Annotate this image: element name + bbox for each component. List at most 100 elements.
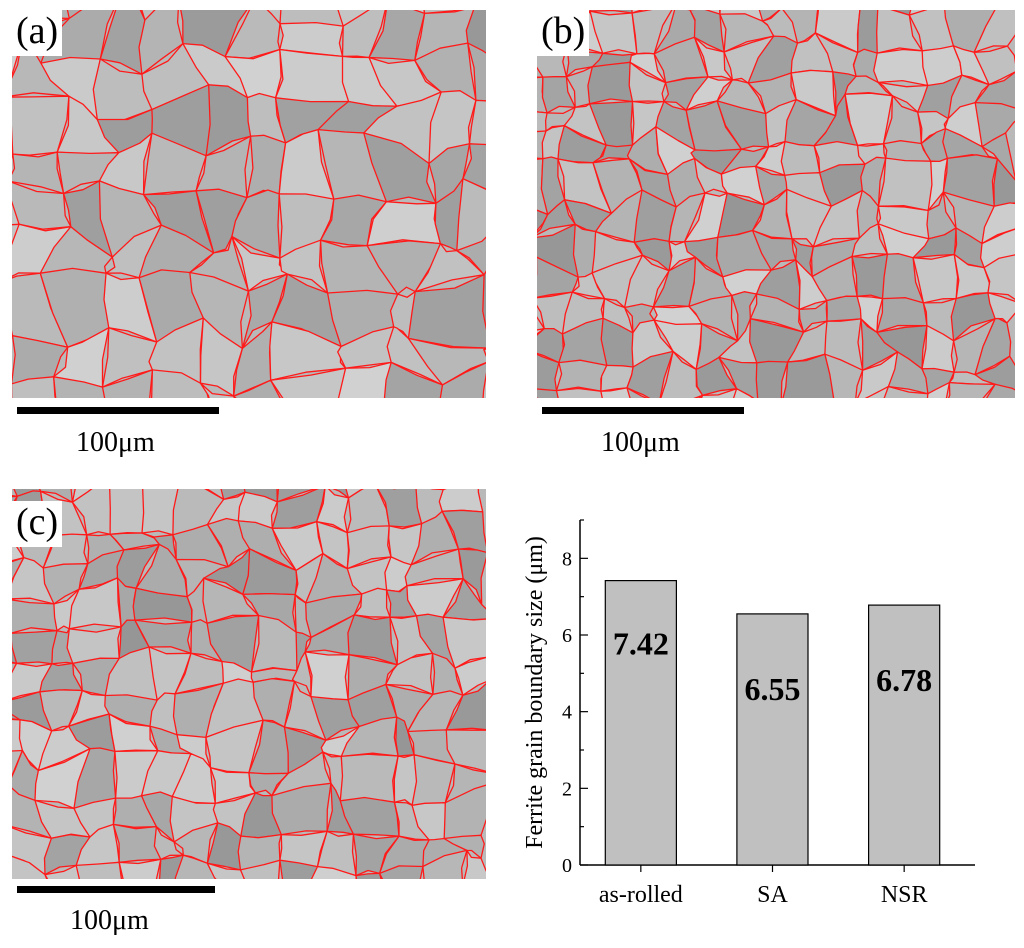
grain	[12, 749, 24, 778]
grain	[118, 858, 162, 879]
bar-NSR	[868, 604, 941, 866]
grain	[732, 388, 755, 398]
grain	[276, 489, 317, 503]
grain	[310, 865, 357, 879]
data-label: 6.55	[745, 671, 801, 707]
grain	[337, 361, 392, 398]
panel-label-b: (b)	[537, 10, 590, 56]
grain	[824, 353, 864, 398]
grain	[462, 143, 486, 190]
grain	[378, 865, 424, 879]
grain	[537, 209, 549, 232]
grain	[12, 855, 48, 879]
grain	[983, 254, 1015, 301]
grain	[463, 849, 486, 879]
bar-as-rolled	[604, 579, 678, 866]
micrograph-a: (a)	[12, 10, 486, 398]
grain-size-bar-chart: 0 2 4 6 8 Ferrite grain boundary size (μm) as-…	[522, 519, 975, 908]
grain	[442, 578, 486, 621]
grain	[993, 158, 1015, 207]
scale-bar-a	[17, 407, 219, 414]
grain	[482, 270, 486, 331]
grain	[537, 388, 561, 398]
grain	[465, 10, 486, 60]
grain	[407, 337, 486, 386]
grain	[383, 361, 444, 398]
grain	[151, 369, 209, 398]
grain	[985, 383, 1015, 398]
grain	[926, 381, 951, 398]
grain	[12, 376, 57, 398]
grain	[12, 630, 59, 665]
grain	[109, 489, 148, 535]
grain-cells	[537, 10, 1015, 398]
data-label: 7.42	[613, 626, 669, 662]
grain	[422, 849, 468, 879]
grain	[439, 362, 486, 398]
grain	[758, 10, 781, 22]
y-tick-label: 2	[562, 778, 572, 800]
grain	[755, 360, 789, 398]
grain	[75, 861, 123, 879]
y-tick-label: 4	[562, 702, 572, 724]
x-tick-label: SA	[757, 882, 788, 908]
grain	[718, 356, 759, 398]
grain	[873, 48, 929, 87]
grain	[555, 387, 604, 398]
grain	[233, 379, 281, 398]
grain	[441, 509, 486, 553]
grain	[981, 132, 1015, 181]
grain-cells	[12, 10, 486, 398]
grain	[626, 350, 674, 398]
bar-SA	[736, 613, 809, 866]
grain	[782, 353, 835, 398]
grain	[587, 61, 636, 105]
grain-cells	[12, 489, 486, 879]
grain	[973, 45, 1015, 86]
grain	[826, 295, 864, 322]
grain	[239, 859, 281, 879]
x-tick-label: NSR	[881, 882, 928, 908]
grain	[468, 99, 486, 147]
grain	[626, 387, 648, 398]
micrograph-c: (c)	[12, 489, 486, 879]
grain	[456, 178, 486, 252]
grain	[981, 202, 1015, 245]
y-tick-label: 0	[562, 855, 572, 877]
scale-label-b: 100μm	[601, 427, 680, 458]
grain	[974, 71, 1015, 111]
grain	[877, 157, 934, 212]
grain	[101, 369, 154, 398]
grain	[279, 859, 319, 879]
y-tick-label: 6	[562, 625, 572, 647]
grain	[864, 385, 890, 398]
grain	[355, 872, 382, 879]
x-tick-label: as-rolled	[599, 882, 683, 908]
grain	[12, 556, 25, 583]
grain	[339, 753, 399, 803]
y-tick-label: 8	[562, 548, 572, 570]
grain	[482, 372, 486, 398]
grain	[112, 823, 162, 863]
panel-label-c: (c)	[12, 501, 63, 547]
grain	[883, 385, 929, 398]
y-axis-label: Ferrite grain boundary size (μm)	[522, 536, 548, 849]
grain	[304, 651, 350, 702]
grain	[857, 10, 880, 55]
data-label: 6.78	[876, 662, 932, 698]
micrograph-b: (b)	[537, 10, 1015, 398]
grain	[44, 864, 83, 879]
grain	[438, 489, 484, 513]
grain-boundary-map-c	[12, 489, 486, 879]
scale-label-c: 100μm	[70, 905, 149, 936]
grain	[270, 367, 347, 398]
grain	[274, 48, 350, 105]
grain	[700, 388, 738, 398]
grain	[407, 274, 486, 349]
grain	[555, 359, 608, 392]
grain	[947, 381, 996, 398]
grain-boundary-map-b	[537, 10, 1015, 398]
grain	[600, 387, 635, 398]
grain	[53, 376, 110, 398]
grain	[454, 656, 486, 696]
